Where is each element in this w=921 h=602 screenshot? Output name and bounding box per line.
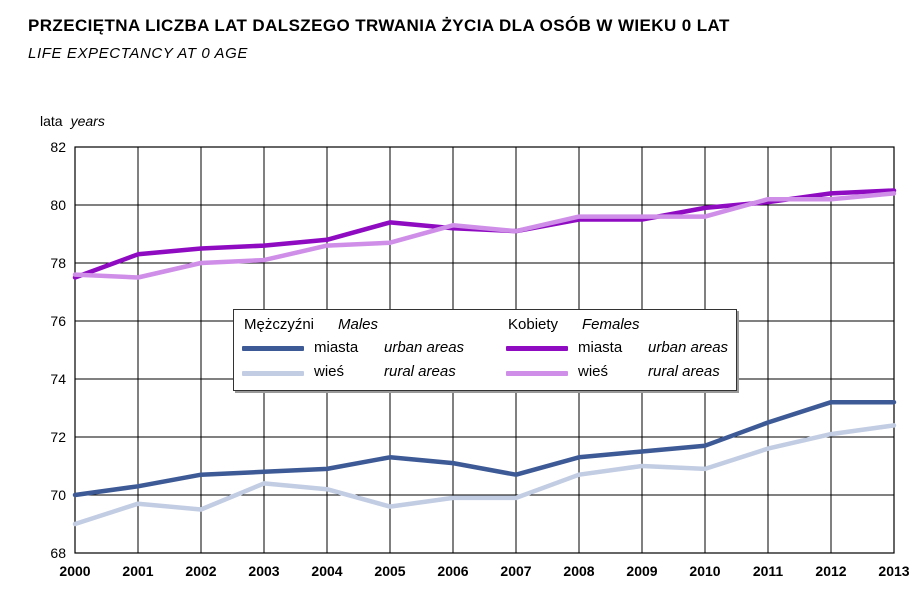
series-lines (72, 188, 897, 527)
legend-swatch-females-rural (506, 371, 568, 376)
legend: Mężczyźni Males Kobiety Females miasta u… (233, 309, 737, 391)
x-tick-label: 2013 (878, 563, 909, 579)
y-tick-label: 74 (50, 371, 66, 387)
y-tick-label: 78 (50, 255, 66, 271)
legend-females-rural-en: rural areas (648, 363, 720, 380)
legend-males-urban-en: urban areas (384, 339, 465, 356)
x-tick-label: 2011 (753, 563, 784, 579)
x-tick-label: 2007 (500, 563, 531, 579)
y-tick-labels: 68 70 72 74 76 78 80 82 (50, 139, 66, 561)
x-tick-label: 2009 (626, 563, 657, 579)
y-tick-label: 68 (50, 545, 66, 561)
x-tick-label: 2012 (815, 563, 846, 579)
x-tick-label: 2004 (311, 563, 342, 579)
x-tick-label: 2003 (248, 563, 279, 579)
legend-females-urban-pl: miasta (578, 339, 623, 356)
y-axis-label-pl: lata (40, 113, 63, 129)
legend-females-pl: Kobiety (508, 316, 559, 333)
x-tick-label: 2006 (437, 563, 468, 579)
legend-males-rural-en: rural areas (384, 363, 456, 380)
legend-females-urban-en: urban areas (648, 339, 729, 356)
y-axis-label: lata years (40, 113, 105, 129)
x-tick-label: 2010 (689, 563, 720, 579)
legend-females-en: Females (582, 316, 640, 333)
plot-frame (74, 146, 895, 554)
legend-males-pl: Mężczyźni (244, 316, 315, 333)
y-tick-label: 70 (50, 487, 66, 503)
legend-swatch-males-rural (242, 371, 304, 376)
series-line-females-rural (72, 191, 897, 280)
x-tick-label: 2000 (59, 563, 90, 579)
y-axis-label-en: years (70, 113, 105, 129)
y-tick-label: 80 (50, 197, 66, 213)
legend-males-rural-pl: wieś (314, 363, 345, 380)
series-line-males-rural (72, 423, 897, 527)
x-tick-label: 2002 (185, 563, 216, 579)
chart-title: PRZECIĘTNA LICZBA LAT DALSZEGO TRWANIA Ż… (28, 16, 730, 35)
chart-subtitle: LIFE EXPECTANCY AT 0 AGE (28, 45, 249, 62)
y-tick-label: 76 (50, 313, 66, 329)
x-tick-label: 2005 (374, 563, 405, 579)
series-line-males-urban (72, 399, 897, 498)
x-tick-label: 2001 (122, 563, 153, 579)
legend-swatch-females-urban (506, 346, 568, 351)
x-tick-labels: 2000 2001 2002 2003 2004 2005 2006 2007 2008 2009… (59, 563, 909, 579)
x-tick-label: 2008 (563, 563, 594, 579)
legend-males-en: Males (338, 316, 379, 333)
y-tick-label: 72 (50, 429, 66, 445)
legend-females-rural-pl: wieś (578, 363, 609, 380)
y-tick-label: 82 (50, 139, 66, 155)
legend-males-urban-pl: miasta (314, 339, 359, 356)
legend-swatch-males-urban (242, 346, 304, 351)
